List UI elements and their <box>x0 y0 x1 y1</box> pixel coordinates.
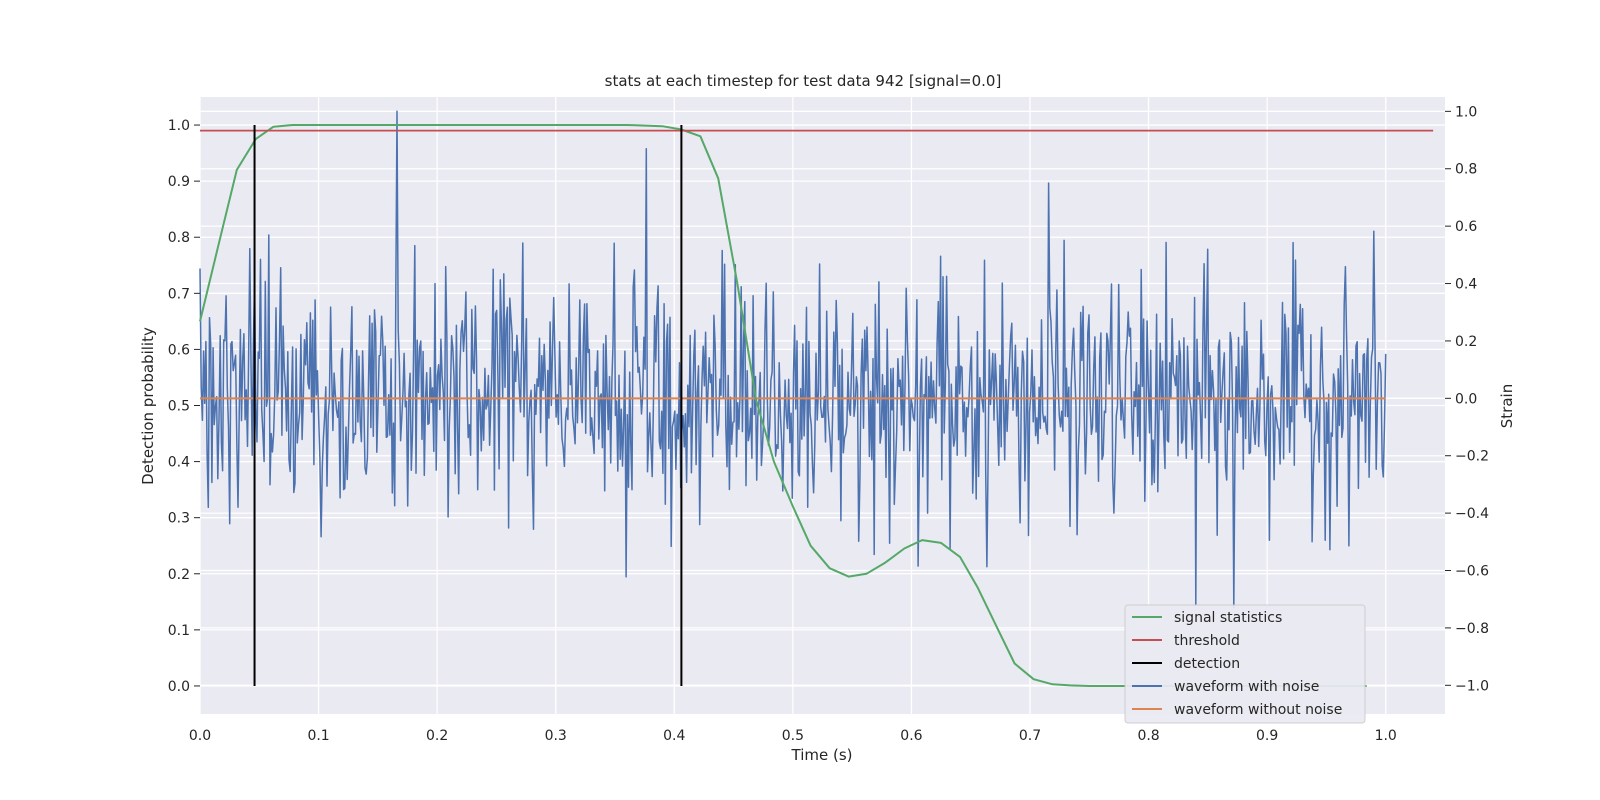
legend-box <box>1124 604 1366 724</box>
tick-label-x: 1.0 <box>1375 728 1397 744</box>
tick-label-y-right: −0.2 <box>1455 449 1489 465</box>
tick-label-y-left: 0.5 <box>168 399 190 415</box>
series-layer <box>199 110 1434 687</box>
legend-label-signal: signal statistics <box>1174 610 1282 626</box>
tick-label-y-right: −0.4 <box>1455 506 1489 522</box>
grid <box>199 97 1445 714</box>
tick-label-y-left: 0.4 <box>168 455 190 471</box>
tick-label-y-right: −0.6 <box>1455 564 1489 580</box>
chart-title: stats at each timestep for test data 942… <box>605 72 1002 90</box>
tick-label-x: 0.7 <box>1019 728 1041 744</box>
tick-label-x: 0.0 <box>189 728 211 744</box>
tick-label-y-right: 0.2 <box>1455 334 1477 350</box>
tick-label-y-left: 1.0 <box>168 118 190 134</box>
tick-label-x: 0.6 <box>900 728 922 744</box>
legend-label-waveform-noise: waveform with noise <box>1174 679 1319 695</box>
legend-label-waveform-clean: waveform without noise <box>1174 702 1342 718</box>
x-axis-label: Time (s) <box>791 746 853 764</box>
tick-label-x: 0.8 <box>1137 728 1159 744</box>
tick-label-x: 0.2 <box>426 728 448 744</box>
y-axis-label: Detection probability <box>139 327 157 485</box>
tick-label-x: 0.1 <box>307 728 329 744</box>
tick-label-x: 0.3 <box>545 728 567 744</box>
tick-label-y-left: 0.6 <box>168 342 190 358</box>
tick-label-y-right: −0.8 <box>1455 621 1489 637</box>
tick-label-y-right: 0.0 <box>1455 391 1477 407</box>
tick-label-y-left: 0.0 <box>168 679 190 695</box>
tick-label-y-right: 0.4 <box>1455 277 1477 293</box>
tick-label-y-left: 0.1 <box>168 623 190 639</box>
tick-label-y-left: 0.7 <box>168 286 190 302</box>
tick-label-y-right: 0.6 <box>1455 219 1477 235</box>
series-waveform-with-noise <box>199 110 1387 609</box>
tick-label-y-left: 0.2 <box>168 567 190 583</box>
y-right-axis-label: Strain <box>1498 384 1516 428</box>
tick-label-y-left: 0.9 <box>168 174 190 190</box>
legend-label-threshold: threshold <box>1174 633 1240 649</box>
series-signal-statistics <box>199 124 1367 687</box>
axes: 0.0 0.1 0.2 0.3 0.4 0.5 0.6 0.7 0.8 0.9 1.0 −1.0 −0.… <box>168 104 1489 744</box>
tick-label-y-left: 0.3 <box>168 511 190 527</box>
tick-label-y-right: −1.0 <box>1455 678 1489 694</box>
tick-label-x: 0.4 <box>663 728 685 744</box>
tick-label-y-left: 0.8 <box>168 230 190 246</box>
tick-label-x: 0.5 <box>782 728 804 744</box>
tick-label-y-right: 1.0 <box>1455 104 1477 120</box>
legend: signal statistics threshold detection wa… <box>1124 604 1366 724</box>
legend-label-detection: detection <box>1174 656 1240 672</box>
tick-label-y-right: 0.8 <box>1455 162 1477 178</box>
tick-label-x: 0.9 <box>1256 728 1278 744</box>
